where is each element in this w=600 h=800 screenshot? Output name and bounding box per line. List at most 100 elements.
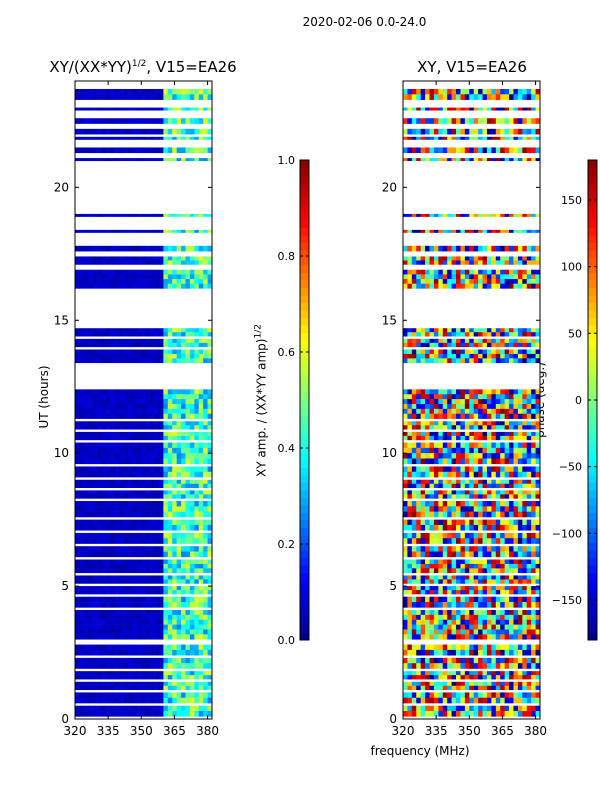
left-heat-cell: [101, 675, 107, 680]
left-heat-cell: [189, 575, 195, 580]
right-heat-cell: [411, 590, 417, 595]
left-heat-cell: [154, 353, 160, 359]
right-heat-cell: [416, 260, 421, 265]
left-heat-cell: [110, 421, 116, 426]
right-heat-cell: [486, 579, 492, 584]
left-heat-cell: [150, 644, 155, 651]
right-heat-cell: [513, 269, 519, 275]
left-heat-cell: [163, 675, 169, 680]
left-heat-cell: [203, 466, 208, 473]
right-heat-cell: [469, 447, 475, 454]
right-heat-cell: [407, 279, 413, 284]
right-heat-cell: [522, 389, 528, 395]
right-heat-cell: [513, 494, 519, 499]
right-heat-cell: [473, 692, 479, 699]
left-heat-cell: [97, 692, 102, 699]
left-heat-cell: [105, 408, 111, 415]
right-heat-cell: [513, 629, 519, 635]
right-heat-cell: [504, 519, 510, 526]
left-heat-cell: [119, 697, 124, 704]
right-heat-cell: [447, 442, 452, 449]
right-heat-cell: [482, 675, 488, 680]
right-heat-cell: [403, 349, 408, 355]
right-heat-cell: [411, 88, 417, 95]
right-heat-cell: [469, 358, 475, 364]
right-heat-cell: [509, 274, 514, 280]
left-heat-cell: [128, 546, 133, 552]
left-heat-cell: [189, 342, 195, 348]
right-heat-cell: [451, 575, 457, 580]
left-heat-cell: [198, 532, 204, 539]
left-heat-cell: [203, 213, 208, 217]
left-heat-cell: [92, 94, 98, 100]
right-heat-cell: [491, 338, 497, 344]
right-heat-cell: [535, 442, 541, 449]
left-heat-cell: [150, 590, 155, 595]
right-heat-cell: [491, 614, 497, 621]
right-heat-cell: [460, 442, 466, 449]
left-heat-cell: [194, 663, 200, 669]
right-heat-cell: [403, 563, 408, 569]
right-heat-cell: [500, 435, 505, 441]
left-heat-cell: [185, 602, 191, 608]
left-heat-cell: [101, 435, 107, 441]
left-heat-cell: [92, 634, 98, 640]
right-heat-cell: [535, 425, 541, 430]
right-heat-cell: [478, 425, 483, 430]
right-heat-cell: [495, 575, 501, 580]
right-heat-cell: [517, 332, 523, 337]
left-heat-cell: [185, 88, 191, 95]
left-heat-cell: [145, 338, 151, 344]
right-heat-cell: [433, 681, 439, 687]
right-heat-cell: [478, 579, 483, 584]
right-heat-cell: [425, 663, 430, 669]
left-heat-cell: [145, 256, 151, 261]
left-heat-cell: [97, 435, 102, 441]
left-heat-cell: [75, 546, 80, 552]
right-heat-cell: [478, 421, 483, 426]
left-heat-cell: [150, 408, 155, 415]
left-heat-cell: [88, 479, 93, 485]
right-heat-cell: [500, 619, 505, 625]
left-heat-cell: [176, 634, 182, 640]
left-heat-cell: [172, 94, 177, 100]
left-heat-cell: [163, 649, 169, 656]
right-heat-cell: [451, 256, 457, 261]
left-heat-cell: [176, 338, 182, 344]
right-heat-cell: [495, 394, 501, 400]
right-heat-cell: [411, 524, 417, 531]
right-heat-cell: [491, 107, 497, 111]
right-heat-cell: [500, 466, 505, 473]
left-heat-cell: [181, 283, 186, 289]
left-heat-cell: [75, 332, 80, 337]
right-heat-cell: [451, 260, 457, 265]
left-heat-cell: [194, 245, 200, 252]
right-heat-cell: [464, 394, 470, 400]
left-heat-cell: [136, 466, 142, 473]
right-heat-cell: [429, 413, 435, 419]
right-heat-cell: [429, 466, 435, 473]
left-heat-cell: [194, 501, 200, 507]
right-heat-cell: [460, 681, 466, 687]
right-heat-cell: [526, 575, 532, 580]
left-heat-cell: [172, 128, 177, 135]
right-heat-cell: [491, 619, 497, 625]
right-heat-cell: [500, 229, 505, 233]
left-heat-cell: [92, 283, 98, 289]
right-heat-cell: [429, 586, 435, 591]
left-heat-cell: [163, 575, 169, 580]
right-heat-cell: [429, 283, 435, 289]
left-heat-cell: [119, 538, 124, 544]
right-heat-cell: [456, 644, 461, 651]
left-heat-cell: [167, 563, 173, 569]
right-heat-cell: [531, 483, 536, 489]
left-heat-cell: [105, 649, 111, 656]
right-heat-cell: [513, 614, 519, 621]
left-heat-cell: [97, 338, 102, 344]
left-heat-cell: [185, 705, 191, 712]
right-heat-cell: [513, 403, 519, 410]
left-heat-cell: [158, 563, 164, 569]
right-heat-cell: [526, 563, 532, 569]
right-heat-cell: [495, 619, 501, 625]
left-heat-cell: [194, 546, 200, 552]
